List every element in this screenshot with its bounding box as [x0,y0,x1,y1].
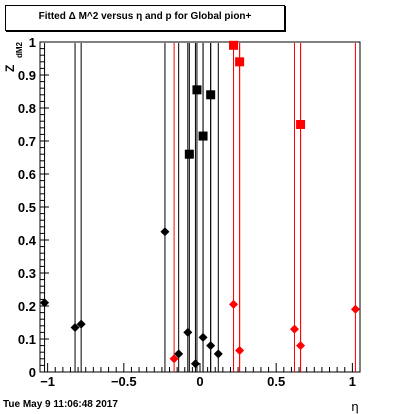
axis-ticks: −1 −0.5 0 0.5 1 0 0.1 0.2 0.3 0.4 0.5 0.6 0.7 0.8 0.9 1 [18,35,356,389]
y-axis-label-z: Z [3,65,17,72]
y-tick-label: 0.3 [18,266,36,281]
data-point-diamond [350,304,360,314]
data-point-diamond [289,324,299,334]
data-point-diamond [190,359,200,369]
chart-title: Fitted Δ M^2 versus η and p for Global p… [38,11,252,22]
chart-title-box: Fitted Δ M^2 versus η and p for Global p… [5,5,285,31]
data-point-square [296,120,306,129]
data-points [40,40,360,369]
data-point-diamond [70,322,80,332]
data-point-square [235,57,245,67]
y-tick-label: 0.9 [18,68,36,83]
data-point-diamond [183,327,193,337]
error-bars [44,43,356,372]
x-tick-label: 1 [349,374,356,389]
data-point-diamond [213,349,223,359]
data-point-diamond [198,332,208,342]
data-point-diamond [296,341,306,351]
data-point-diamond [229,299,239,309]
data-point-diamond [76,319,86,329]
y-tick-label: 0.4 [18,233,37,248]
y-axis-label-sub: dM2 [15,41,24,58]
data-point-square [192,85,202,95]
data-point-square [229,40,239,50]
data-point-square [198,131,208,141]
y-tick-label: 0.7 [18,134,36,149]
data-point-square [184,149,194,159]
y-tick-label: 0.2 [18,299,36,314]
y-tick-label: 0.6 [18,167,36,182]
timestamp: Tue May 9 11:06:48 2017 [3,399,118,410]
data-point-diamond [160,227,170,237]
data-point-square [206,90,216,100]
x-axis-label: η [351,399,358,414]
y-tick-label: 0 [29,365,36,380]
y-tick-label: 0.8 [18,101,36,116]
x-tick-label: −1 [40,374,55,389]
data-point-diamond [174,349,184,359]
data-point-diamond [206,341,216,351]
data-point-diamond [235,346,245,356]
x-tick-label: 0.5 [267,374,285,389]
data-point-diamond [169,354,179,364]
x-tick-label: 0 [196,374,203,389]
y-tick-label: 0.1 [18,332,36,347]
y-tick-label: 1 [29,35,36,50]
x-tick-label: −0.5 [111,374,137,389]
y-tick-label: 0.5 [18,200,36,215]
data-point-diamond [40,298,50,308]
